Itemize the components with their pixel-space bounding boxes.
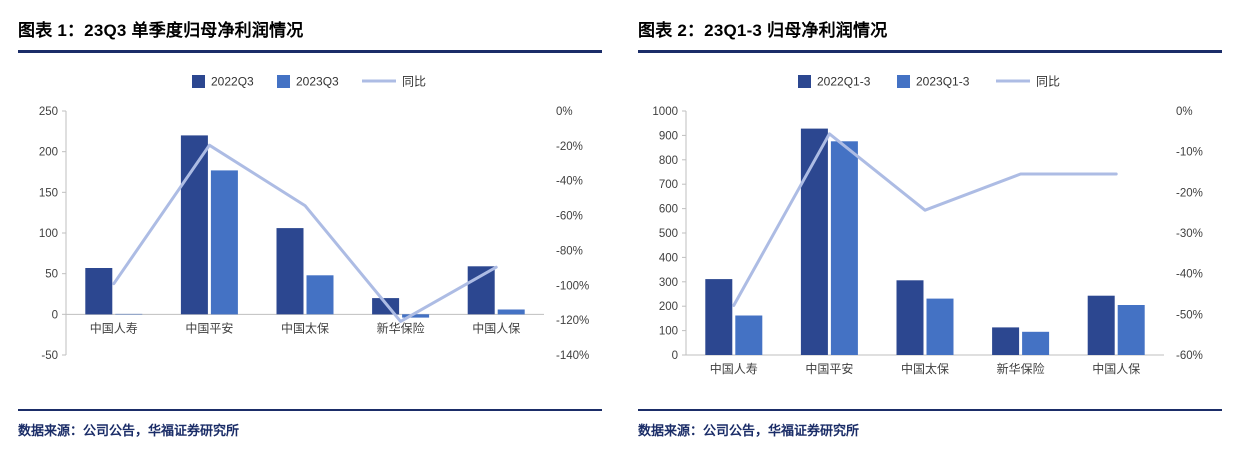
combo-chart-q3: 2022Q3 2023Q3 同比 -50 0 50 100 150 200 250 0% -20% -4… xyxy=(39,75,589,363)
y-tick-label: 600 xyxy=(659,204,678,216)
category-label: 中国人寿 xyxy=(710,361,758,376)
bar xyxy=(497,309,525,315)
page: 图表 1：23Q3 单季度归母净利润情况 2022Q3 2023Q3 同比 -50 0 5… xyxy=(18,12,1222,439)
chart-title: 图表 2：23Q1-3 归母净利润情况 xyxy=(638,21,888,40)
source-text: 数据来源：公司公告，华福证券研究所 xyxy=(18,423,240,438)
y-tick-label: 50 xyxy=(45,269,58,281)
category-label: 中国平安 xyxy=(805,361,853,376)
y-tick-label: 1000 xyxy=(652,106,678,118)
category-label: 中国太保 xyxy=(901,361,949,376)
category-label: 新华保险 xyxy=(997,361,1045,376)
yoy-line xyxy=(112,143,498,323)
bar xyxy=(1087,295,1115,355)
y2-tick-label: -10% xyxy=(1176,147,1203,159)
y2-tick-label: -40% xyxy=(1176,269,1203,281)
legend-label: 2022Q3 xyxy=(211,75,254,89)
bar xyxy=(926,298,954,355)
y-tick-label: 300 xyxy=(659,277,678,289)
y-tick-label: 0 xyxy=(52,309,58,321)
y2-tick-label: -40% xyxy=(556,176,583,188)
bar xyxy=(115,313,143,315)
y-tick-label: 700 xyxy=(659,179,678,191)
y-tick-label: 150 xyxy=(39,187,58,199)
yoy-line xyxy=(732,132,1118,307)
y2-tick-label: -20% xyxy=(556,141,583,153)
combo-chart-q1-3: 2022Q1-3 2023Q1-3 同比 0 100 200 300 400 500 600 700… xyxy=(652,75,1203,377)
y-tick-label: 400 xyxy=(659,252,678,264)
y2-tick-label: -120% xyxy=(556,315,589,327)
y-tick-label: 250 xyxy=(39,106,58,118)
y-tick-label: 800 xyxy=(659,155,678,167)
legend-label: 2023Q3 xyxy=(296,75,339,89)
y-tick-label: 100 xyxy=(659,326,678,338)
source-rule xyxy=(18,409,602,411)
y2-tick-label: -80% xyxy=(556,245,583,257)
category-label: 中国太保 xyxy=(281,320,329,335)
legend-label: 同比 xyxy=(402,75,426,89)
bar xyxy=(896,280,924,355)
chart-panel-2: 图表 2：23Q1-3 归母净利润情况 2022Q1-3 2023Q1-3 同比 0 1… xyxy=(638,12,1222,439)
source-rule xyxy=(638,409,1222,411)
bar xyxy=(402,314,430,318)
y-tick-label: 100 xyxy=(39,228,58,240)
legend-label: 同比 xyxy=(1036,75,1060,89)
y-tick-label: 200 xyxy=(39,147,58,159)
category-label: 中国平安 xyxy=(185,320,233,335)
bar xyxy=(467,266,495,315)
legend-swatch xyxy=(897,75,910,88)
y-tick-label: 900 xyxy=(659,130,678,142)
category-label: 中国人保 xyxy=(472,320,520,335)
category-label: 新华保险 xyxy=(377,320,425,335)
bar xyxy=(800,128,828,355)
bar xyxy=(85,268,113,315)
source-text: 数据来源：公司公告，华福证券研究所 xyxy=(638,423,860,438)
bar xyxy=(1117,305,1145,355)
bar xyxy=(705,279,733,355)
y2-tick-label: -20% xyxy=(1176,187,1203,199)
y2-tick-label: -100% xyxy=(556,280,589,292)
legend-label: 2022Q1-3 xyxy=(817,75,871,89)
bar xyxy=(372,298,400,315)
bar xyxy=(992,327,1020,355)
y-tick-label: 500 xyxy=(659,228,678,240)
legend-label: 2023Q1-3 xyxy=(916,75,970,89)
legend-swatch xyxy=(277,75,290,88)
chart-panel-1: 图表 1：23Q3 单季度归母净利润情况 2022Q3 2023Q3 同比 -50 0 5… xyxy=(18,12,602,439)
y2-tick-label: -60% xyxy=(556,211,583,223)
y2-tick-label: -50% xyxy=(1176,309,1203,321)
y2-tick-label: -140% xyxy=(556,350,589,362)
bar xyxy=(1022,331,1050,355)
y2-tick-label: 0% xyxy=(556,106,573,118)
y-tick-label: -50 xyxy=(41,350,58,362)
legend-swatch xyxy=(798,75,811,88)
bar xyxy=(735,315,763,355)
title-rule xyxy=(18,50,602,53)
category-label: 中国人寿 xyxy=(90,320,138,335)
bar xyxy=(180,135,208,315)
chart-title: 图表 1：23Q3 单季度归母净利润情况 xyxy=(18,21,304,40)
category-label: 中国人保 xyxy=(1092,361,1140,376)
legend-swatch xyxy=(192,75,205,88)
y-tick-label: 0 xyxy=(672,350,678,362)
y2-tick-label: 0% xyxy=(1176,106,1193,118)
bar xyxy=(210,170,238,315)
y2-tick-label: -60% xyxy=(1176,350,1203,362)
y2-tick-label: -30% xyxy=(1176,228,1203,240)
bar xyxy=(830,141,858,355)
bar xyxy=(276,228,304,315)
y-tick-label: 200 xyxy=(659,301,678,313)
bar xyxy=(306,275,334,315)
title-rule xyxy=(638,50,1222,53)
